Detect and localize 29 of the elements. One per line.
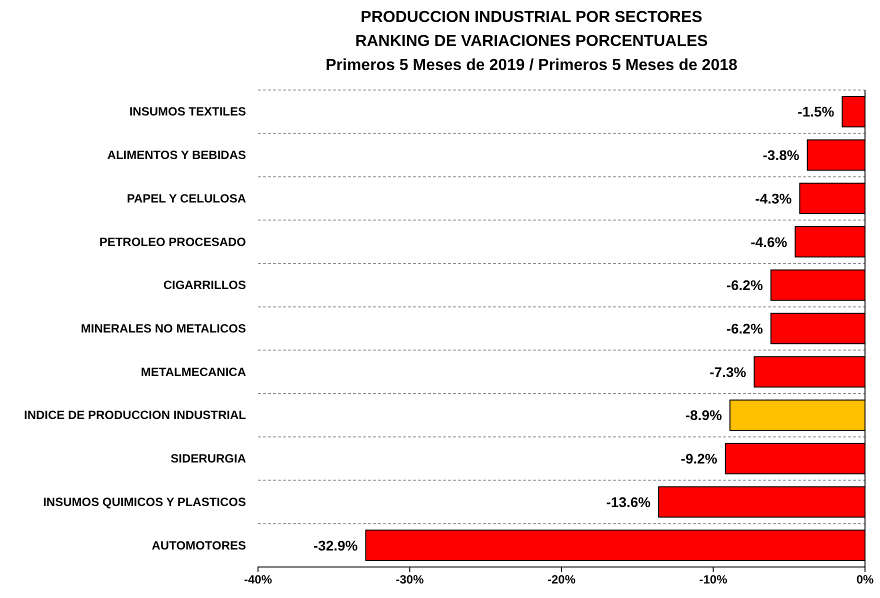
y-tick-label: ALIMENTOS Y BEBIDAS bbox=[107, 148, 246, 162]
data-label: -3.8% bbox=[762, 147, 800, 164]
y-tick-label: METALMECANICA bbox=[140, 364, 246, 379]
y-tick-label: SIDERURGIA bbox=[170, 452, 246, 466]
data-label: -4.3% bbox=[755, 190, 792, 206]
x-tick-label: 0% bbox=[856, 572, 874, 587]
x-tick-label: -20% bbox=[547, 572, 576, 587]
y-tick-label: INSUMOS TEXTILES bbox=[129, 104, 246, 119]
data-label: -32.9% bbox=[313, 537, 358, 554]
data-label: -6.2% bbox=[726, 277, 764, 294]
y-tick-label: PAPEL Y CELULOSA bbox=[126, 191, 246, 206]
data-label: -13.6% bbox=[606, 494, 652, 510]
data-label: -1.5% bbox=[798, 104, 835, 120]
data-label: -6.2% bbox=[726, 320, 764, 336]
data-label: -9.2% bbox=[680, 450, 718, 467]
data-label: -7.3% bbox=[710, 364, 747, 380]
x-tick-label: -40% bbox=[244, 572, 272, 587]
y-tick-label: CIGARRILLOS bbox=[163, 278, 246, 292]
y-tick-label: AUTOMOTORES bbox=[152, 538, 246, 552]
y-tick-label: PETROLEO PROCESADO bbox=[99, 234, 246, 249]
y-tick-label: MINERALES NO METALICOS bbox=[80, 322, 246, 336]
x-tick-label: -30% bbox=[396, 572, 424, 587]
chart-title: PRODUCCION INDUSTRIAL POR SECTORES bbox=[360, 9, 703, 26]
y-tick-label: INDICE DE PRODUCCION INDUSTRIAL bbox=[24, 408, 246, 422]
x-tick-label: -10% bbox=[699, 572, 728, 587]
y-tick-label: INSUMOS QUIMICOS Y PLASTICOS bbox=[43, 494, 246, 509]
data-label: -8.9% bbox=[685, 407, 722, 424]
data-label: -4.6% bbox=[750, 234, 788, 250]
chart-subtitle: RANKING DE VARIACIONES PORCENTUALES Primeros 5 Meses de 2019 / Primeros 5 Meses de 2018 bbox=[326, 33, 738, 74]
